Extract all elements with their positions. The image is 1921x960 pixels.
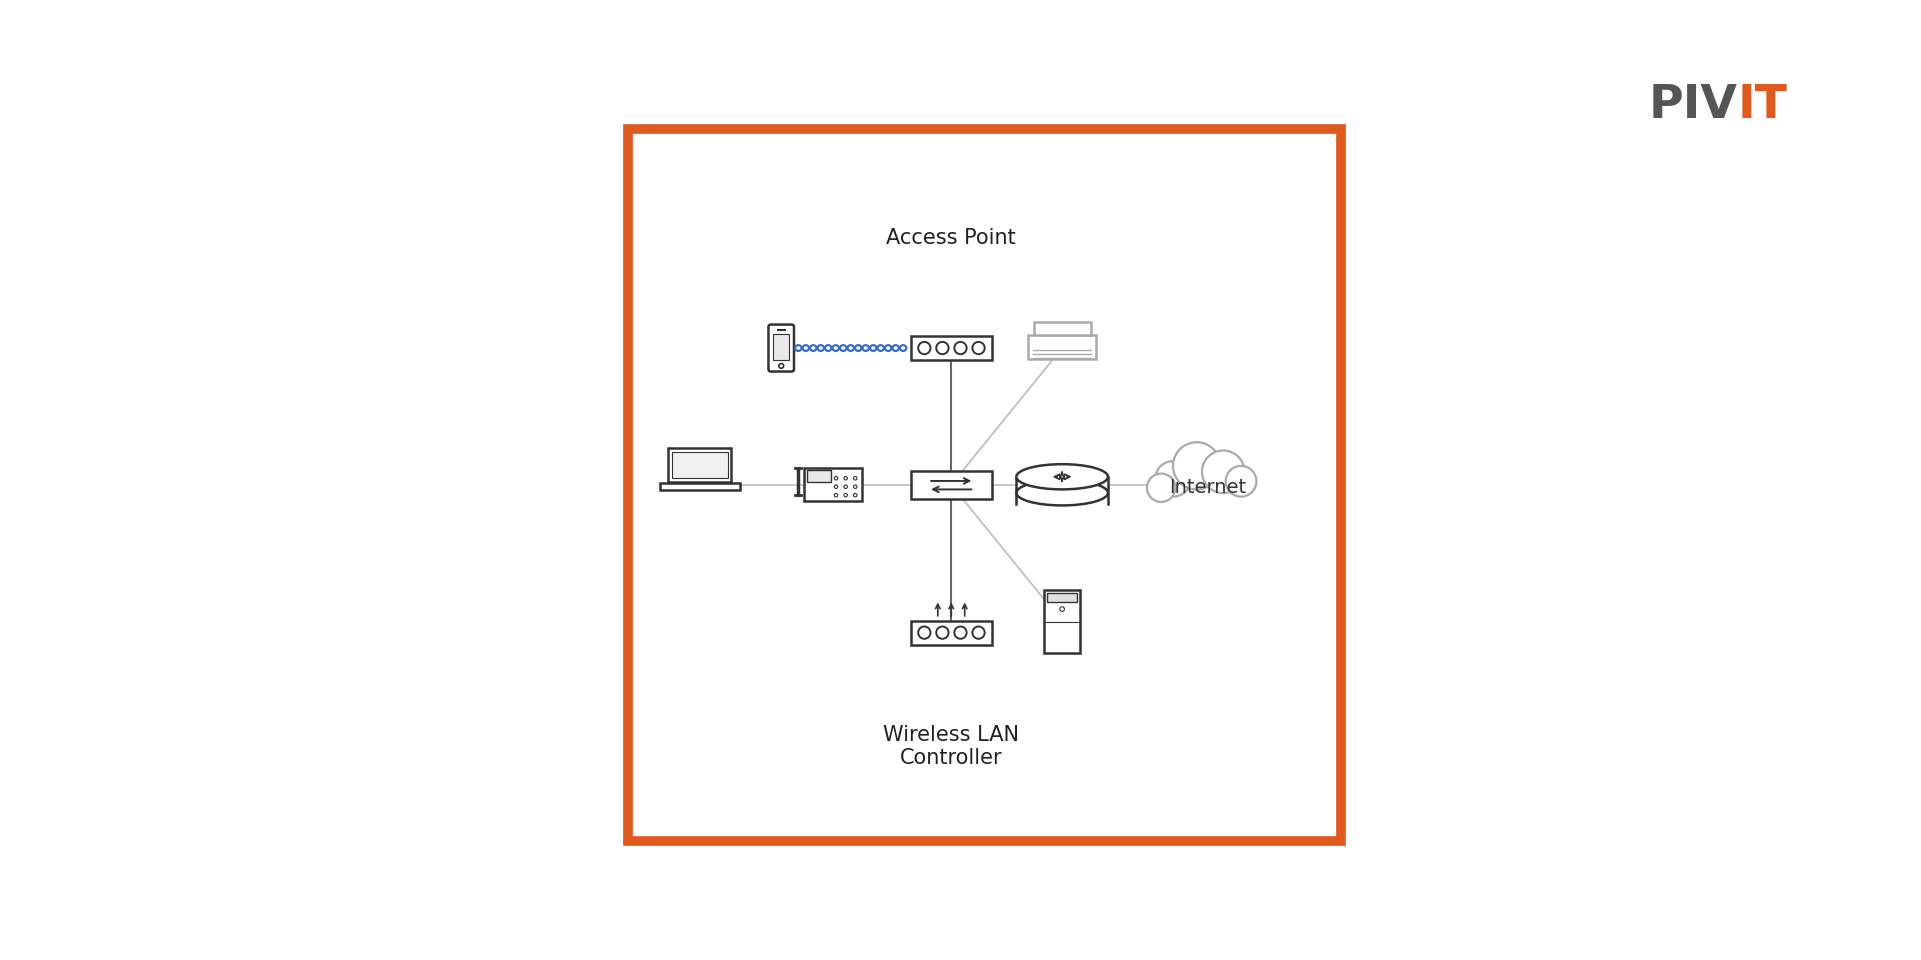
FancyBboxPatch shape [1028, 335, 1095, 359]
Text: Internet: Internet [1168, 478, 1247, 497]
Text: PIV: PIV [1648, 84, 1737, 128]
Circle shape [1155, 461, 1191, 496]
Text: Wireless LAN
Controller: Wireless LAN Controller [884, 725, 1020, 768]
FancyBboxPatch shape [807, 469, 832, 482]
FancyBboxPatch shape [768, 324, 793, 372]
Ellipse shape [1016, 465, 1108, 490]
FancyBboxPatch shape [669, 448, 732, 482]
FancyBboxPatch shape [805, 468, 863, 501]
Circle shape [1203, 450, 1245, 493]
Circle shape [1147, 473, 1176, 502]
FancyBboxPatch shape [1033, 322, 1091, 335]
Text: IT: IT [1737, 84, 1787, 128]
Circle shape [1226, 466, 1256, 496]
FancyBboxPatch shape [772, 334, 790, 360]
Circle shape [778, 364, 784, 369]
Circle shape [1174, 443, 1220, 490]
Text: Access Point: Access Point [886, 228, 1016, 249]
Ellipse shape [1016, 480, 1108, 505]
FancyBboxPatch shape [1016, 477, 1108, 504]
FancyBboxPatch shape [911, 471, 991, 498]
FancyBboxPatch shape [672, 452, 728, 478]
FancyBboxPatch shape [659, 483, 740, 491]
FancyBboxPatch shape [1047, 593, 1078, 602]
FancyBboxPatch shape [1043, 589, 1080, 653]
FancyBboxPatch shape [911, 336, 991, 360]
FancyBboxPatch shape [1153, 475, 1252, 507]
FancyBboxPatch shape [911, 621, 991, 644]
